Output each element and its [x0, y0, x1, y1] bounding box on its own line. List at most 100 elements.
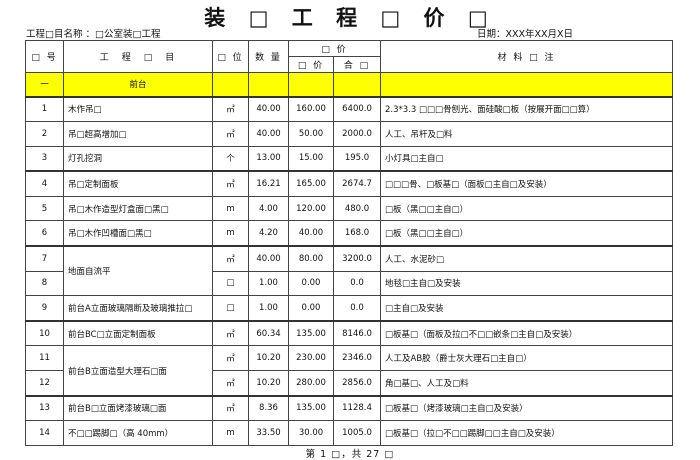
row-unit: □ — [212, 270, 249, 297]
row-notes: □板基□（烤漆玻璃□主自□及安装） — [380, 394, 673, 422]
row-unit: ㎡ — [212, 370, 249, 397]
row-item: 前台B立面造型大理石□面 — [63, 345, 213, 397]
row-num: 12 — [25, 370, 64, 397]
row-unit: m — [212, 220, 249, 247]
header-price-group: □ 价 — [288, 40, 381, 57]
row-unit: ㎡ — [212, 319, 249, 347]
row-total: 168.0 — [333, 220, 381, 247]
project-name: 工程□目名称 ：□公室装□工程 — [26, 29, 161, 40]
row-total: 2000.0 — [333, 121, 381, 147]
header-unit: □ 位 — [212, 40, 249, 73]
row-unit: ㎡ — [212, 394, 249, 422]
row-total: 1005.0 — [333, 420, 381, 446]
row-unit-price: 30.00 — [288, 420, 334, 446]
header-num: □ 号 — [25, 40, 64, 73]
row-item: 地面自流平 — [63, 245, 213, 297]
row-unit-price: 40.00 — [288, 220, 334, 247]
row-total: 3200.0 — [333, 245, 381, 272]
row-notes: 角□基□、人工及□料 — [380, 370, 673, 397]
section-name: 前台 — [63, 72, 213, 97]
row-total: 1128.4 — [333, 394, 381, 422]
row-unit: ㎡ — [212, 245, 249, 272]
row-qty: 40.00 — [248, 121, 289, 147]
row-notes: □板（黑□□主自□） — [380, 220, 673, 247]
row-unit: ㎡ — [212, 121, 249, 147]
row-total: 2346.0 — [333, 345, 381, 372]
row-unit-price: 120.00 — [288, 195, 334, 222]
row-unit: m — [212, 195, 249, 222]
row-qty: 10.20 — [248, 370, 289, 397]
row-notes: 地毯□主自□及安装 — [380, 270, 673, 297]
row-notes: 人工、吊杆及□料 — [380, 121, 673, 147]
row-num: 7 — [25, 245, 64, 272]
row-item: 吊□木作凹槽面□黑□ — [63, 220, 213, 247]
row-total: 2856.0 — [333, 370, 381, 397]
row-item: 前台BC□立面定制面板 — [63, 319, 213, 347]
section-num: 一 — [25, 72, 64, 97]
row-notes: □板基□（拉□不□□踢脚□□主自□及安装） — [380, 420, 673, 446]
row-qty: 1.00 — [248, 270, 289, 297]
row-total: 8146.0 — [333, 319, 381, 347]
row-item: 吊□定制面板 — [63, 170, 213, 197]
row-item: 前台B□立面烤漆玻璃□面 — [63, 394, 213, 422]
row-qty: 8.36 — [248, 394, 289, 422]
row-unit: ㎡ — [212, 95, 249, 123]
row-qty: 60.34 — [248, 319, 289, 347]
row-unit-price: 80.00 — [288, 245, 334, 272]
row-num: 11 — [25, 345, 64, 372]
row-unit-price: 160.00 — [288, 95, 334, 123]
row-item: 不□□踢脚□（高 40mm） — [63, 420, 213, 446]
row-unit-price: 15.00 — [288, 145, 334, 172]
row-num: 2 — [25, 121, 64, 147]
row-unit-price: 135.00 — [288, 319, 334, 347]
row-unit-price: 0.00 — [288, 270, 334, 297]
row-qty: 13.00 — [248, 145, 289, 172]
row-unit-price: 135.00 — [288, 394, 334, 422]
section-row: 一 前台 — [25, 72, 673, 97]
date: 日期：XXX年XX月X日 — [477, 29, 574, 40]
row-notes: □板基□（面板及拉□不□□嵌条□主自□及安装） — [380, 319, 673, 347]
row-item: 前台A立面玻璃隔断及玻璃推拉□ — [63, 295, 213, 322]
row-num: 10 — [25, 319, 64, 347]
row-total: 0.0 — [333, 270, 381, 297]
table-row: 5 吊□木作造型灯盒面□黑□ m 4.00 120.00 480.0 □板（黑□□主自□） — [25, 195, 673, 222]
table-row: 3 灯孔挖洞个 13.00 15.00 195.0 小灯具□主自□ — [25, 145, 673, 172]
row-notes: 2.3*3.3 □□□骨刨光、面硅酸□板（按展开面□□算） — [380, 95, 673, 123]
row-notes: 人工、水泥砂□ — [380, 245, 673, 272]
row-qty: 1.00 — [248, 295, 289, 322]
table-row: 1 木作吊□ ㎡ 40.00 160.00 6400.0 2.3*3.3 □□□骨刨光、面硅… — [25, 95, 673, 123]
row-item: 灯孔挖洞 — [63, 145, 213, 172]
row-unit: 个 — [212, 145, 249, 172]
table-row: 9 前台A立面玻璃隔断及玻璃推拉□ □ 1.00 0.00 0.0 □主自□及安装 — [25, 295, 673, 322]
row-num: 4 — [25, 170, 64, 197]
row-unit: m — [212, 420, 249, 446]
row-qty: 16.21 — [248, 170, 289, 197]
row-qty: 40.00 — [248, 95, 289, 123]
row-qty: 40.00 — [248, 245, 289, 272]
row-item: 木作吊□ — [63, 95, 213, 123]
row-qty: 4.20 — [248, 220, 289, 247]
row-notes: □□□骨、□板基□（面板□主自□及安装） — [380, 170, 673, 197]
row-unit-price: 165.00 — [288, 170, 334, 197]
header-qty: 数 量 — [248, 40, 289, 73]
row-num: 1 — [25, 95, 64, 123]
row-unit-price: 280.00 — [288, 370, 334, 397]
table-row: 12 ㎡ 10.20 280.00 2856.0 角□基□、人工及□料 — [25, 370, 673, 397]
row-num: 14 — [25, 420, 64, 446]
row-qty: 4.00 — [248, 195, 289, 222]
header-item: 工 程 □ 目 — [63, 40, 213, 73]
row-notes: □主自□及安装 — [380, 295, 673, 322]
row-total: 0.0 — [333, 295, 381, 322]
table-row: 14 不□□踢脚□（高 40mm） m 33.50 30.00 1005.0 □板基□（拉□… — [25, 420, 673, 446]
table-row: 6 吊□木作凹槽面□黑□ m 4.20 40.00 168.0 □板（黑□□主自□） — [25, 220, 673, 247]
quote-table: □ 号 工 程 □ 目 □ 位 数 量 □ 价 材 料 □ 注 □ 价 合 □ … — [25, 40, 673, 446]
row-notes: 小灯具□主自□ — [380, 145, 673, 172]
header-notes: 材 料 □ 注 — [380, 40, 673, 73]
header-unit-price: □ 价 — [288, 56, 334, 73]
row-num: 5 — [25, 195, 64, 222]
row-total: 195.0 — [333, 145, 381, 172]
row-item: 吊□木作造型灯盒面□黑□ — [63, 195, 213, 222]
